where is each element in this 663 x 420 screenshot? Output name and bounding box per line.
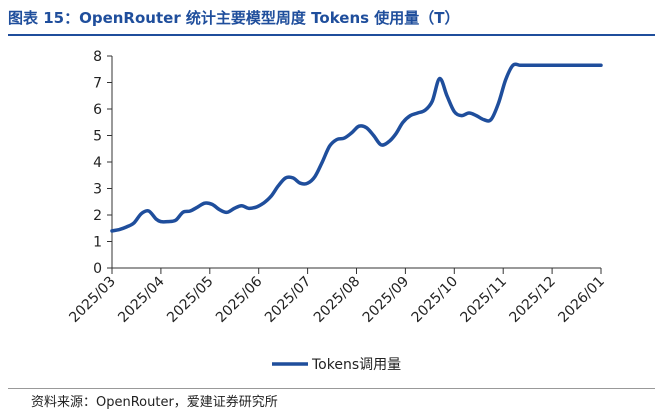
- x-axis: 2025/032025/042025/052025/062025/072025/…: [66, 267, 608, 326]
- x-tick-label: 2025/09: [360, 274, 412, 326]
- title-divider: [8, 34, 655, 36]
- x-tick-label: 2025/05: [164, 274, 216, 326]
- y-tick-label: 4: [93, 155, 102, 171]
- series-layer: [110, 62, 603, 233]
- figure-title: 图表 15：OpenRouter 统计主要模型周度 Tokens 使用量（T）: [8, 9, 460, 27]
- y-tick-label: 3: [93, 182, 102, 198]
- y-tick-label: 6: [93, 102, 102, 118]
- y-tick-label: 7: [93, 76, 102, 92]
- x-tick-label: 2025/07: [262, 274, 314, 326]
- legend: Tokens调用量: [272, 357, 401, 373]
- x-tick-label: 2025/12: [506, 274, 558, 326]
- x-tick-label: 2026/01: [555, 274, 607, 326]
- x-tick-label: 2025/06: [213, 273, 266, 326]
- footer-divider: [8, 388, 655, 389]
- series-line-tokens: [110, 62, 603, 233]
- y-axis: 0 1 2 3 4 5 6 7 8: [93, 49, 113, 277]
- x-tick-label: 2025/04: [115, 273, 168, 326]
- y-tick-label: 0: [93, 261, 102, 277]
- x-tick-label: 2025/03: [66, 274, 118, 326]
- x-tick-label: 2025/08: [311, 274, 363, 326]
- legend-label: Tokens调用量: [311, 357, 401, 373]
- x-tick-label: 2025/11: [458, 274, 510, 326]
- y-tick-label: 8: [93, 49, 102, 65]
- y-tick-label: 5: [93, 129, 102, 145]
- source-note: 资料来源：OpenRouter，爱建证券研究所: [31, 395, 278, 410]
- y-tick-label: 2: [93, 208, 102, 224]
- y-tick-label: 1: [93, 235, 102, 251]
- x-tick-label: 2025/10: [409, 274, 461, 326]
